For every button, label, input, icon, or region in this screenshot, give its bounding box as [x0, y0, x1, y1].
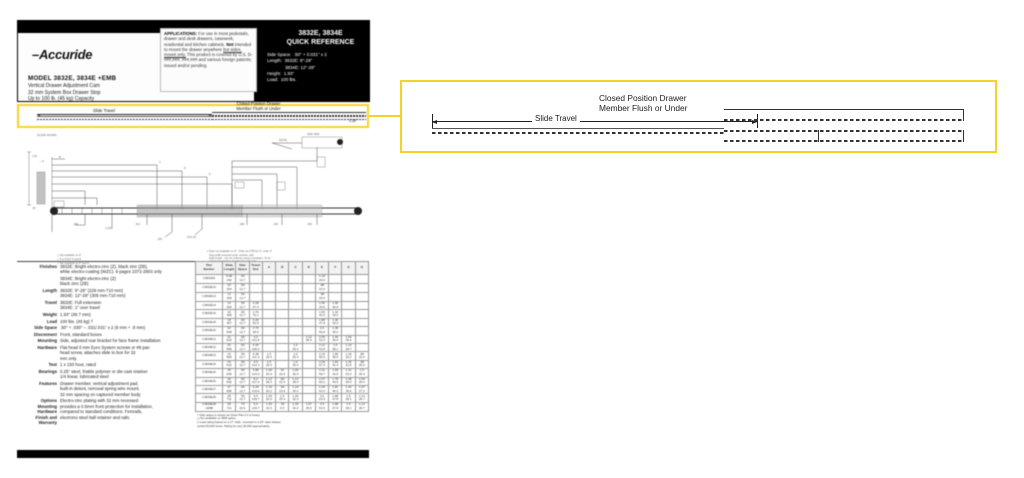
- svg-text:D: D: [184, 166, 186, 170]
- svg-text:♯ Slots not available on 9". O: ♯ Slots not available on 9". Order as 27…: [207, 249, 272, 253]
- svg-text:.438: .438: [73, 222, 79, 226]
- svg-text:1.93: 1.93: [32, 154, 38, 158]
- svg-text:←A: ←A: [39, 159, 44, 163]
- svg-text:5/16-18: 5/16-18: [187, 235, 196, 239]
- svg-text:.188: .188: [239, 222, 245, 226]
- svg-text:E: E: [209, 172, 211, 176]
- svg-text:B: B: [59, 155, 61, 159]
- svg-text:△ Not available on 9": △ Not available on 9": [57, 253, 81, 257]
- svg-text:.50: .50: [32, 206, 36, 210]
- svg-text:.250: .250: [157, 237, 163, 241]
- svg-text:1.250: 1.250: [105, 226, 112, 230]
- svg-text:SIDE VIEW: SIDE VIEW: [307, 133, 320, 136]
- svg-text:.313: .313: [135, 222, 141, 226]
- svg-text:.500: .500: [307, 222, 313, 226]
- svg-text:DETAIL: DETAIL: [279, 139, 288, 142]
- svg-text:SLIDE MODEL: SLIDE MODEL: [37, 133, 58, 137]
- svg-text:.625: .625: [273, 222, 279, 226]
- svg-text:C: C: [159, 160, 161, 164]
